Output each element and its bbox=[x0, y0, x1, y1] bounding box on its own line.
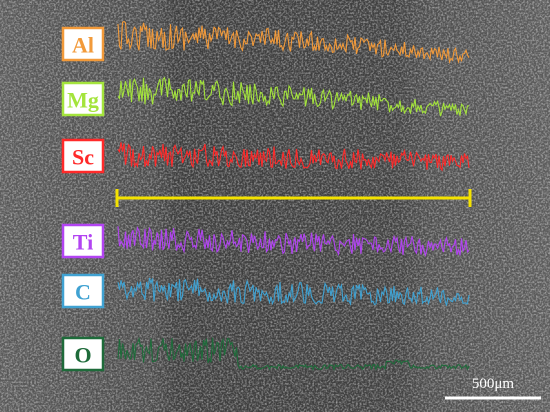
element-box bbox=[61, 336, 105, 372]
element-box bbox=[61, 26, 105, 62]
line-scan bbox=[117, 76, 470, 117]
line-scan bbox=[117, 142, 470, 172]
element-label: Al bbox=[72, 33, 94, 58]
element-label: Sc bbox=[72, 145, 94, 170]
line-scan bbox=[117, 20, 470, 65]
element-box bbox=[61, 81, 105, 117]
element-label: C bbox=[75, 280, 91, 305]
element-box bbox=[61, 138, 105, 174]
element-box bbox=[61, 273, 105, 309]
line-scan bbox=[117, 277, 470, 306]
line-scan bbox=[117, 336, 470, 371]
line-scan bbox=[117, 226, 470, 258]
element-label: Ti bbox=[73, 230, 93, 255]
scale-bar-label: 500μm bbox=[472, 376, 515, 392]
element-label: O bbox=[74, 343, 91, 368]
element-box bbox=[61, 223, 105, 259]
element-label: Mg bbox=[67, 88, 99, 113]
